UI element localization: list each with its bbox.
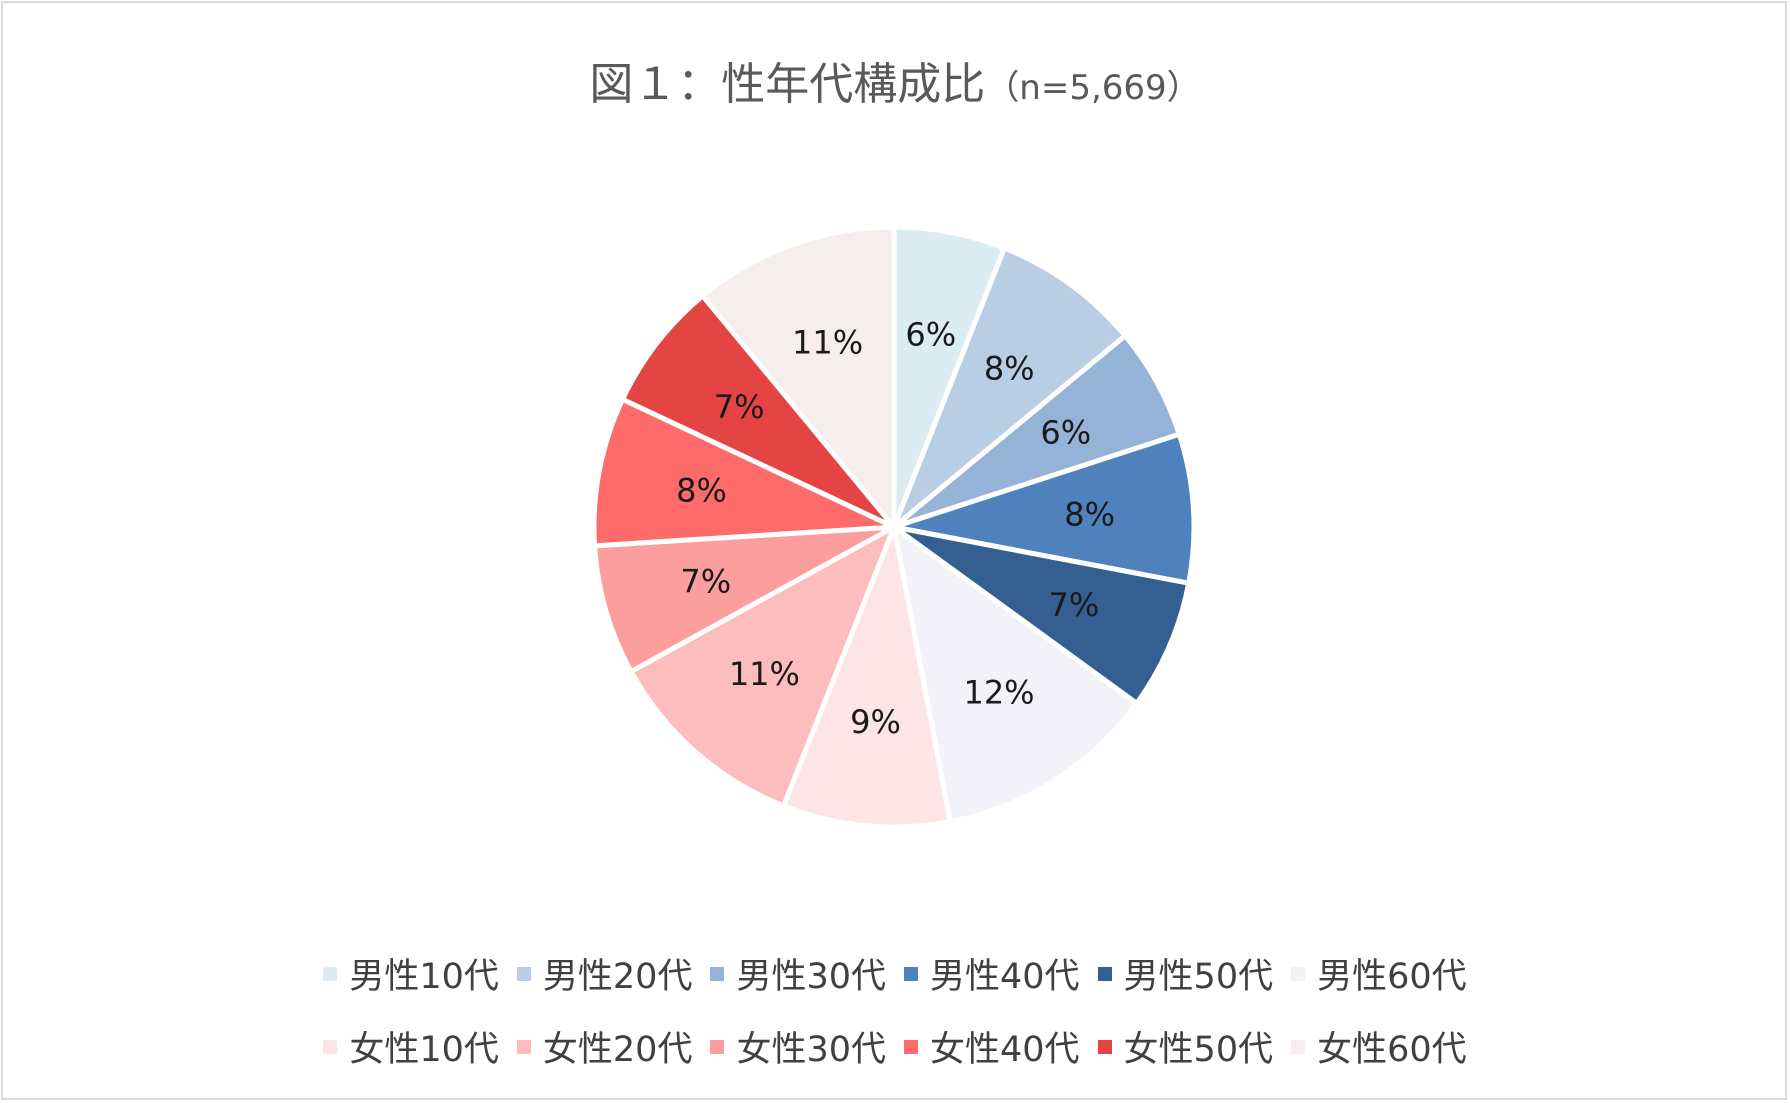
legend-label: 女性40代: [930, 1030, 1080, 1070]
legend-label: 女性10代: [349, 1030, 499, 1070]
data-label-男性30代: 6%: [1040, 414, 1091, 452]
data-label-男性50代: 7%: [1048, 586, 1099, 624]
legend-item-男性30代: 男性30代: [710, 948, 886, 999]
legend-item-男性60代: 男性60代: [1291, 948, 1467, 999]
legend-swatch: [516, 1039, 531, 1054]
legend-swatch: [710, 966, 725, 981]
pie-slice-男性40代: [891, 431, 1197, 586]
data-label-女性50代: 7%: [714, 388, 765, 426]
pie-slice-女性30代: [592, 524, 897, 675]
legend-row-male: 男性10代 男性20代 男性30代 男性40代 男性50代 男性60代: [0, 948, 1790, 999]
legend-label: 女性30代: [736, 1030, 886, 1070]
chart-title-sample-size: （n=5,669）: [985, 68, 1201, 108]
data-label-女性20代: 11%: [729, 655, 800, 693]
legend-label: 男性50代: [1123, 957, 1274, 997]
legend-item-男性20代: 男性20代: [516, 948, 693, 999]
data-label-男性10代: 6%: [905, 315, 956, 353]
legend-label: 女性60代: [1317, 1030, 1467, 1070]
legend-swatch: [1291, 966, 1306, 981]
legend-swatch: [904, 966, 918, 981]
legend-swatch: [1291, 1039, 1306, 1054]
data-label-男性20代: 8%: [984, 349, 1035, 387]
legend-swatch: [904, 1039, 918, 1054]
pie-slice-男性60代: [891, 524, 1140, 825]
legend-swatch: [1097, 1039, 1112, 1054]
data-label-女性10代: 9%: [850, 703, 901, 741]
legend-item-女性30代: 女性30代: [710, 1021, 886, 1072]
data-label-女性30代: 7%: [680, 563, 731, 601]
legend-item-男性50代: 男性50代: [1097, 948, 1274, 999]
pie-slice-女性50代: [620, 293, 897, 530]
legend-item-女性10代: 女性10代: [323, 1021, 499, 1072]
legend-item-男性10代: 男性10代: [323, 948, 499, 999]
pie-slice-男性50代: [891, 524, 1192, 706]
legend-label: 女性50代: [1123, 1030, 1274, 1070]
legend-label: 男性60代: [1317, 957, 1467, 997]
pie-slice-女性20代: [628, 524, 897, 809]
legend-label: 男性30代: [736, 957, 886, 997]
pie-slice-女性60代: [700, 224, 897, 530]
legend-row-female: 女性10代 女性20代 女性30代 女性40代 女性50代 女性60代: [0, 1021, 1790, 1072]
data-label-男性40代: 8%: [1064, 496, 1115, 534]
pie-slice-女性40代: [591, 396, 897, 549]
legend-label: 男性10代: [349, 957, 499, 997]
legend-swatch: [516, 966, 531, 981]
legend-item-女性50代: 女性50代: [1097, 1021, 1274, 1072]
data-label-男性60代: 12%: [963, 673, 1034, 711]
pie-slice-男性20代: [891, 245, 1128, 530]
chart-title-main: 図１：性年代構成比: [589, 59, 986, 110]
legend-label: 女性20代: [542, 1030, 693, 1070]
legend-item-女性20代: 女性20代: [516, 1021, 693, 1072]
legend-swatch: [323, 1039, 338, 1054]
legend-swatch: [710, 1039, 725, 1054]
legend-swatch: [323, 966, 338, 981]
chart-title: 図１：性年代構成比（n=5,669）: [0, 48, 1790, 112]
legend-item-女性60代: 女性60代: [1291, 1021, 1467, 1072]
legend-swatch: [1097, 966, 1112, 981]
legend-item-男性40代: 男性40代: [904, 948, 1080, 999]
pie-slice-女性10代: [781, 524, 953, 830]
legend-label: 男性40代: [930, 957, 1080, 997]
data-label-女性40代: 8%: [676, 471, 727, 509]
legend-label: 男性20代: [542, 957, 693, 997]
data-label-女性60代: 11%: [792, 324, 863, 362]
legend-item-女性40代: 女性40代: [904, 1021, 1080, 1072]
